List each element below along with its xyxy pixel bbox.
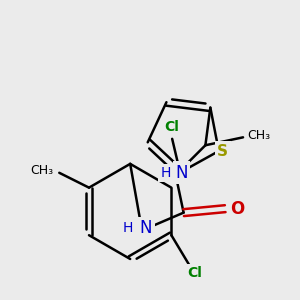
Text: Cl: Cl: [165, 120, 180, 134]
Text: H: H: [160, 166, 171, 180]
Text: H: H: [123, 221, 133, 236]
Text: CH₃: CH₃: [247, 129, 271, 142]
Text: CH₃: CH₃: [30, 164, 53, 177]
Text: O: O: [230, 200, 244, 218]
Text: Cl: Cl: [188, 266, 203, 280]
Text: N: N: [140, 220, 152, 238]
Text: S: S: [217, 143, 228, 158]
Text: N: N: [176, 164, 188, 182]
